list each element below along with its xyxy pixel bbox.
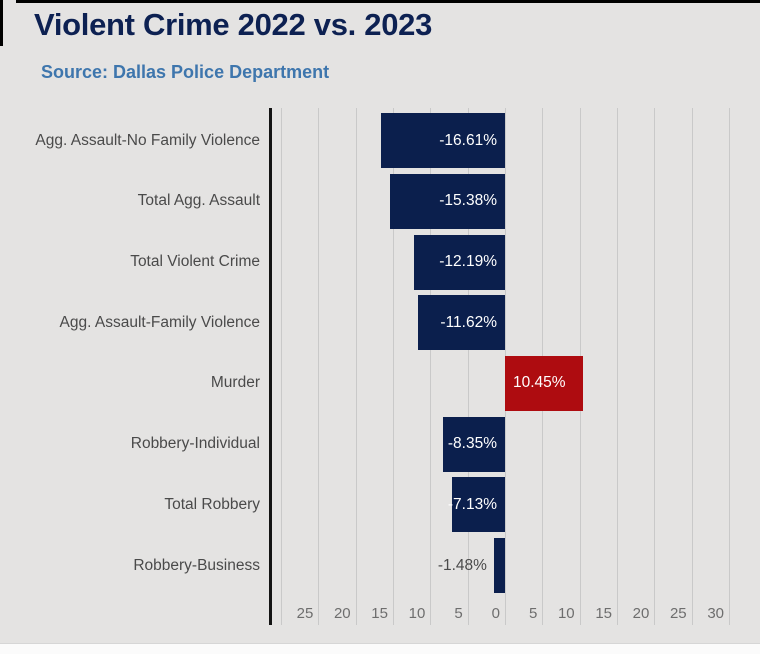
x-tick-label: 25 <box>669 605 687 622</box>
x-tick-label: 20 <box>333 605 351 622</box>
bar-negative <box>380 113 505 169</box>
x-tick-label: 20 <box>632 605 650 622</box>
x-tick-label: 25 <box>296 605 314 622</box>
gridline <box>617 108 618 625</box>
window-border-top <box>16 0 760 3</box>
footer-strip <box>0 643 760 654</box>
gridline <box>729 108 730 625</box>
bar-negative <box>493 538 505 594</box>
category-label: Robbery-Business <box>133 556 260 574</box>
value-label: -8.35% <box>447 435 497 453</box>
gridline <box>392 108 394 625</box>
gridline <box>355 108 357 625</box>
value-label: -7.13% <box>447 495 497 513</box>
bar-negative <box>442 416 505 472</box>
gridline <box>654 108 656 625</box>
category-label: Robbery-Individual <box>130 435 260 453</box>
page-subtitle: Source: Dallas Police Department <box>41 62 330 82</box>
bar-negative <box>413 234 505 290</box>
category-label: Murder <box>210 374 260 392</box>
value-label: -11.62% <box>440 313 497 331</box>
value-label: 10.45% <box>513 374 566 392</box>
gridline <box>280 108 282 625</box>
x-tick-label: 30 <box>707 605 724 622</box>
value-label: -1.48% <box>437 556 487 574</box>
category-label: Agg. Assault-No Family Violence <box>35 131 260 149</box>
category-label: Total Violent Crime <box>130 253 260 271</box>
bar-negative <box>451 477 505 533</box>
x-tick-label: 5 <box>454 605 463 622</box>
bar-positive <box>505 355 584 411</box>
page-title: Violent Crime 2022 vs. 2023 <box>34 7 433 42</box>
x-tick-label: 15 <box>595 605 612 622</box>
gridline <box>430 108 432 625</box>
value-label: -12.19% <box>439 253 497 271</box>
gridline <box>467 108 469 625</box>
bar-negative <box>390 173 505 229</box>
x-tick-label: 15 <box>371 605 388 622</box>
y-axis-line <box>269 108 272 625</box>
x-tick-label: 10 <box>557 605 575 622</box>
category-label: Total Robbery <box>164 495 260 513</box>
x-tick-label: 0 <box>491 605 500 622</box>
bar-negative <box>418 295 505 351</box>
category-label: Total Agg. Assault <box>137 192 260 210</box>
category-label: Agg. Assault-Family Violence <box>59 313 260 331</box>
x-tick-label: 5 <box>528 605 538 622</box>
x-tick-label: 10 <box>408 605 426 622</box>
window-border-left <box>0 0 3 46</box>
value-label: -15.38% <box>439 192 497 210</box>
gridline <box>318 108 320 625</box>
gridline <box>691 108 693 625</box>
value-label: -16.61% <box>439 131 497 149</box>
